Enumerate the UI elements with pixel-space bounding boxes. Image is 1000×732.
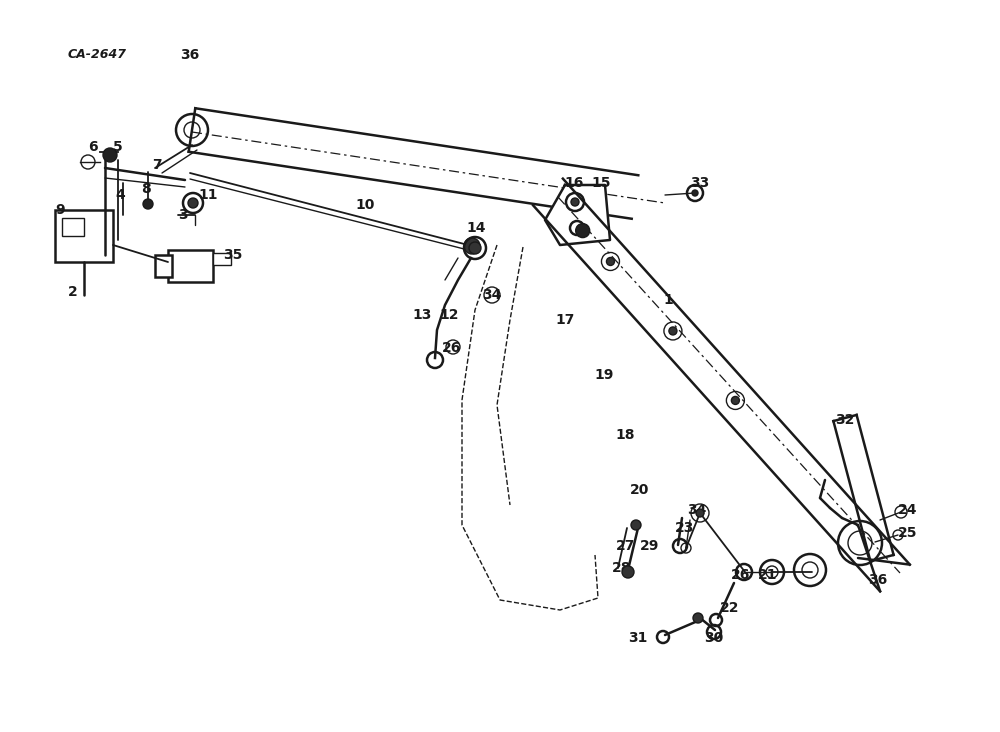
Text: CA-2647: CA-2647 [68,48,127,61]
Text: 27: 27 [616,539,636,553]
Text: 26: 26 [731,568,751,582]
Circle shape [143,199,153,209]
Text: 18: 18 [615,428,635,442]
Polygon shape [545,185,610,245]
Circle shape [631,520,641,530]
Text: 11: 11 [198,188,218,202]
Text: 4: 4 [115,188,125,202]
Text: 29: 29 [640,539,660,553]
Text: 34: 34 [687,503,707,517]
Text: 7: 7 [152,158,162,172]
Circle shape [606,258,614,266]
Bar [62,218,84,236]
Text: 1: 1 [663,293,673,307]
Text: 22: 22 [720,601,740,615]
Text: 31: 31 [628,631,648,645]
Text: 26: 26 [442,341,462,355]
Text: 2: 2 [68,285,78,299]
Circle shape [696,509,704,517]
Circle shape [692,190,698,196]
Text: 6: 6 [88,140,98,154]
Text: 16: 16 [564,176,584,190]
Circle shape [571,198,579,206]
Bar [168,250,213,282]
Text: 36: 36 [868,573,888,587]
Text: 5: 5 [113,140,123,154]
Text: 14: 14 [466,221,486,235]
Circle shape [464,238,480,254]
Text: 34: 34 [482,288,502,302]
Text: 15: 15 [591,176,611,190]
Text: 33: 33 [690,176,710,190]
Text: 9: 9 [55,203,65,217]
Circle shape [188,198,198,208]
Circle shape [669,327,677,335]
Text: 36: 36 [180,48,200,62]
Text: 24: 24 [898,503,918,517]
Text: 13: 13 [412,308,432,322]
Circle shape [469,242,481,254]
Text: 17: 17 [555,313,575,327]
Text: 30: 30 [704,631,724,645]
Text: 28: 28 [612,561,632,575]
Text: 20: 20 [630,483,650,497]
Text: 25: 25 [898,526,918,540]
Circle shape [576,223,590,238]
Circle shape [103,148,117,162]
Text: 12: 12 [439,308,459,322]
Bar [155,255,172,277]
Bar [213,253,231,265]
Text: 8: 8 [141,182,151,196]
Circle shape [731,397,739,405]
Text: 19: 19 [594,368,614,382]
Circle shape [693,613,703,623]
Text: 23: 23 [675,521,695,535]
Text: 32: 32 [835,413,855,427]
Text: 21: 21 [758,568,778,582]
Text: 10: 10 [355,198,375,212]
Circle shape [622,566,634,578]
Bar [55,210,113,262]
Text: 35: 35 [223,248,243,262]
Text: 3: 3 [178,208,188,222]
